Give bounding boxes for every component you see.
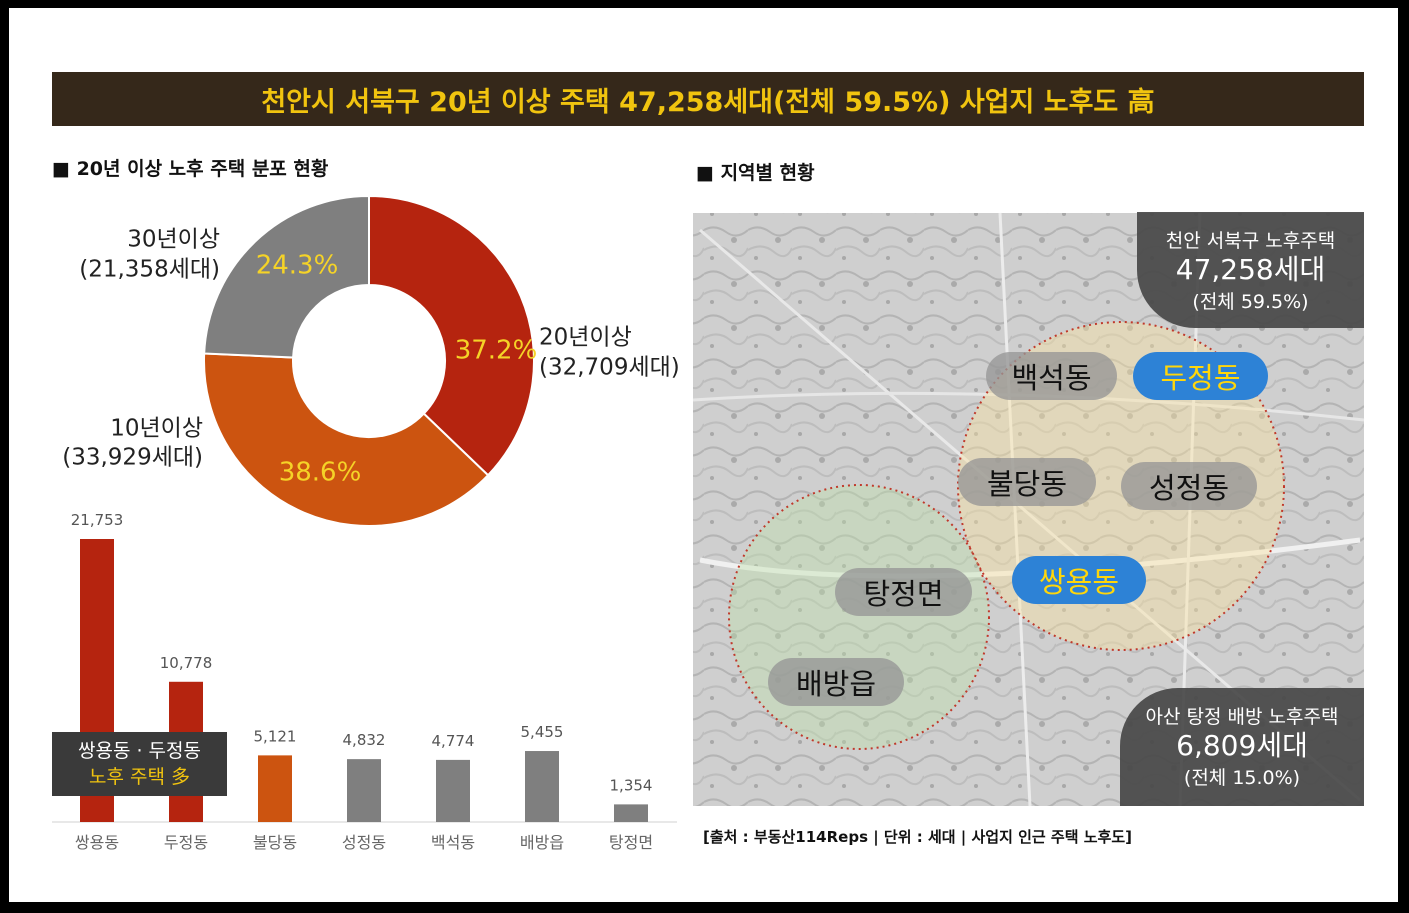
donut-percent-label: 37.2% xyxy=(455,336,538,366)
map-pill-buldang: 불당동 xyxy=(958,458,1096,506)
stat-value: 47,258세대 xyxy=(1175,253,1326,286)
bar xyxy=(436,759,470,822)
source-note: [출처 : 부동산114Reps | 단위 : 세대 | 사업지 인근 주택 노… xyxy=(703,828,1133,846)
donut-category-label: 30년이상 xyxy=(127,227,220,253)
stat-box-asan: 아산 탕정 배방 노후주택 6,809세대 (전체 15.0%) xyxy=(1120,688,1364,806)
note-line-1: 쌍용동 · 두정동 xyxy=(78,740,201,762)
map-pill-baekseok: 백석동 xyxy=(986,352,1117,400)
bar xyxy=(258,755,292,822)
bar-category-label: 탕정면 xyxy=(609,833,653,852)
donut-slice xyxy=(203,194,370,359)
stat-label: 아산 탕정 배방 노후주택 xyxy=(1145,706,1339,728)
right-section-title: ■ 지역별 현황 xyxy=(696,162,815,184)
donut-count-label: (33,929세대) xyxy=(62,445,203,471)
bar-value-label: 4,774 xyxy=(432,732,475,750)
stat-share: (전체 15.0%) xyxy=(1183,767,1301,789)
bar-value-label: 4,832 xyxy=(343,731,386,749)
map-pill-tangjeong: 탕정면 xyxy=(835,568,972,616)
stat-box-cheonan: 천안 서북구 노후주택 47,258세대 (전체 59.5%) xyxy=(1137,212,1364,328)
bar-category-label: 쌍용동 xyxy=(75,833,119,852)
bar-value-label: 5,455 xyxy=(521,723,564,741)
donut-percent-label: 38.6% xyxy=(279,458,362,488)
note-line-2: 노후 주택 多 xyxy=(89,766,190,788)
bar-value-label: 21,753 xyxy=(71,511,124,529)
donut-count-label: (32,709세대) xyxy=(539,355,680,381)
donut-percent-label: 24.3% xyxy=(256,251,339,281)
bar-category-label: 두정동 xyxy=(164,833,208,852)
bar xyxy=(614,804,648,822)
stat-value: 6,809세대 xyxy=(1176,729,1308,762)
donut-slice xyxy=(368,194,535,477)
donut-count-label: (21,358세대) xyxy=(79,257,220,283)
donut-slice xyxy=(203,352,490,527)
bar-category-label: 성정동 xyxy=(342,833,386,852)
bar-category-label: 배방읍 xyxy=(520,833,564,852)
bar-value-label: 1,354 xyxy=(610,776,653,794)
bar-value-label: 10,778 xyxy=(160,654,213,672)
asan-region-circle xyxy=(728,484,990,750)
bar-category-label: 백석동 xyxy=(431,833,475,852)
map-pill-seongjeong: 성정동 xyxy=(1121,462,1257,510)
bar-value-label: 5,121 xyxy=(254,727,297,745)
map-pill-baebang: 배방읍 xyxy=(768,658,904,706)
left-section-title: ■ 20년 이상 노후 주택 분포 현황 xyxy=(52,158,329,180)
bar-category-label: 불당동 xyxy=(253,833,297,852)
stat-label: 천안 서북구 노후주택 xyxy=(1165,230,1336,252)
donut-category-label: 20년이상 xyxy=(539,325,632,351)
map-pill-ssangyong: 쌍용동 xyxy=(1012,556,1146,604)
donut-category-label: 10년이상 xyxy=(110,416,203,442)
bar xyxy=(525,751,559,822)
stat-share: (전체 59.5%) xyxy=(1192,291,1309,313)
page-title: 천안시 서북구 20년 이상 주택 47,258세대(전체 59.5%) 사업지… xyxy=(52,72,1364,126)
note-box: 쌍용동 · 두정동 노후 주택 多 xyxy=(52,732,227,796)
bar xyxy=(347,759,381,822)
map-pill-dujeong: 두정동 xyxy=(1133,352,1268,400)
